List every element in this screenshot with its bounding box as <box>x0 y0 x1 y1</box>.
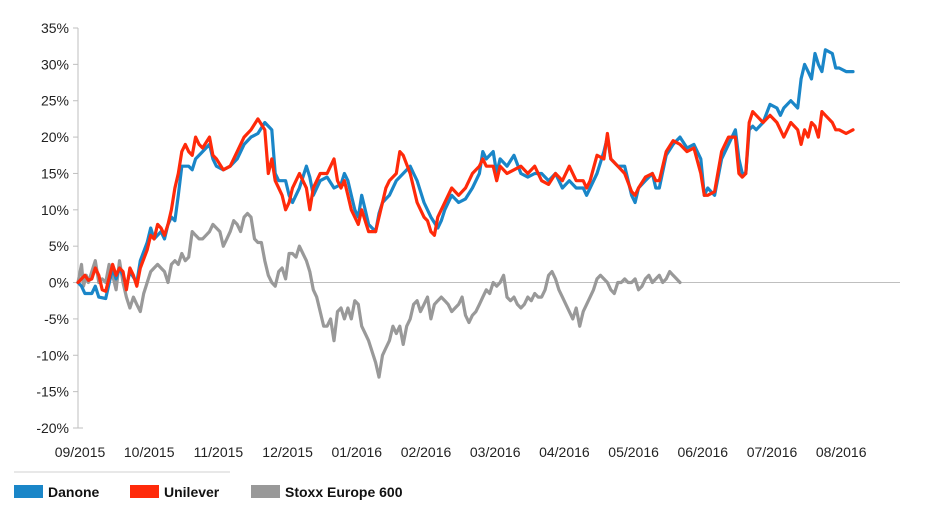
x-tick-label: 10/2015 <box>124 444 175 460</box>
legend-swatch <box>14 485 43 498</box>
x-tick-label: 02/2016 <box>401 444 452 460</box>
legend-label: Stoxx Europe 600 <box>285 484 403 500</box>
y-tick-label: -20% <box>36 420 69 436</box>
x-tick-label: 11/2015 <box>194 444 244 460</box>
legend-swatch <box>251 485 280 498</box>
x-axis: 09/2015 10/2015 11/2015 12/2015 01/2016 02/20… <box>55 427 867 460</box>
y-axis: 35% 30% 25% 20% 15% 10% 5% 0% -5% -10% -15% -20% <box>36 20 900 436</box>
series-line-unilever <box>76 110 855 293</box>
legend-label: Danone <box>48 484 100 500</box>
y-tick-label: 35% <box>41 20 69 36</box>
x-tick-label: 06/2016 <box>677 444 728 460</box>
series-line-danone <box>76 48 855 301</box>
y-tick-label: 5% <box>49 238 69 254</box>
x-tick-label: 04/2016 <box>539 444 590 460</box>
series-lines <box>76 48 855 379</box>
x-tick-label: 03/2016 <box>470 444 521 460</box>
x-tick-label: 08/2016 <box>816 444 867 460</box>
y-tick-label: 10% <box>41 202 69 218</box>
y-tick-label: 15% <box>41 165 69 181</box>
x-tick-label: 01/2016 <box>331 444 382 460</box>
legend: Danone Unilever Stoxx Europe 600 <box>14 471 403 500</box>
y-tick-label: 25% <box>41 93 69 109</box>
y-tick-label: 30% <box>41 56 69 72</box>
x-tick-label: 05/2016 <box>608 444 659 460</box>
y-tick-label: -5% <box>44 311 69 327</box>
x-tick-label: 12/2015 <box>262 444 313 460</box>
y-tick-label: -15% <box>36 384 69 400</box>
legend-label: Unilever <box>164 484 220 500</box>
x-tick-label: 07/2016 <box>747 444 798 460</box>
x-tick-label: 09/2015 <box>55 444 106 460</box>
y-tick-label: 0% <box>49 275 69 291</box>
legend-swatch <box>130 485 159 498</box>
y-tick-label: -10% <box>36 347 69 363</box>
series-line-stoxx-europe-600 <box>76 211 682 379</box>
y-tick-label: 20% <box>41 129 69 145</box>
